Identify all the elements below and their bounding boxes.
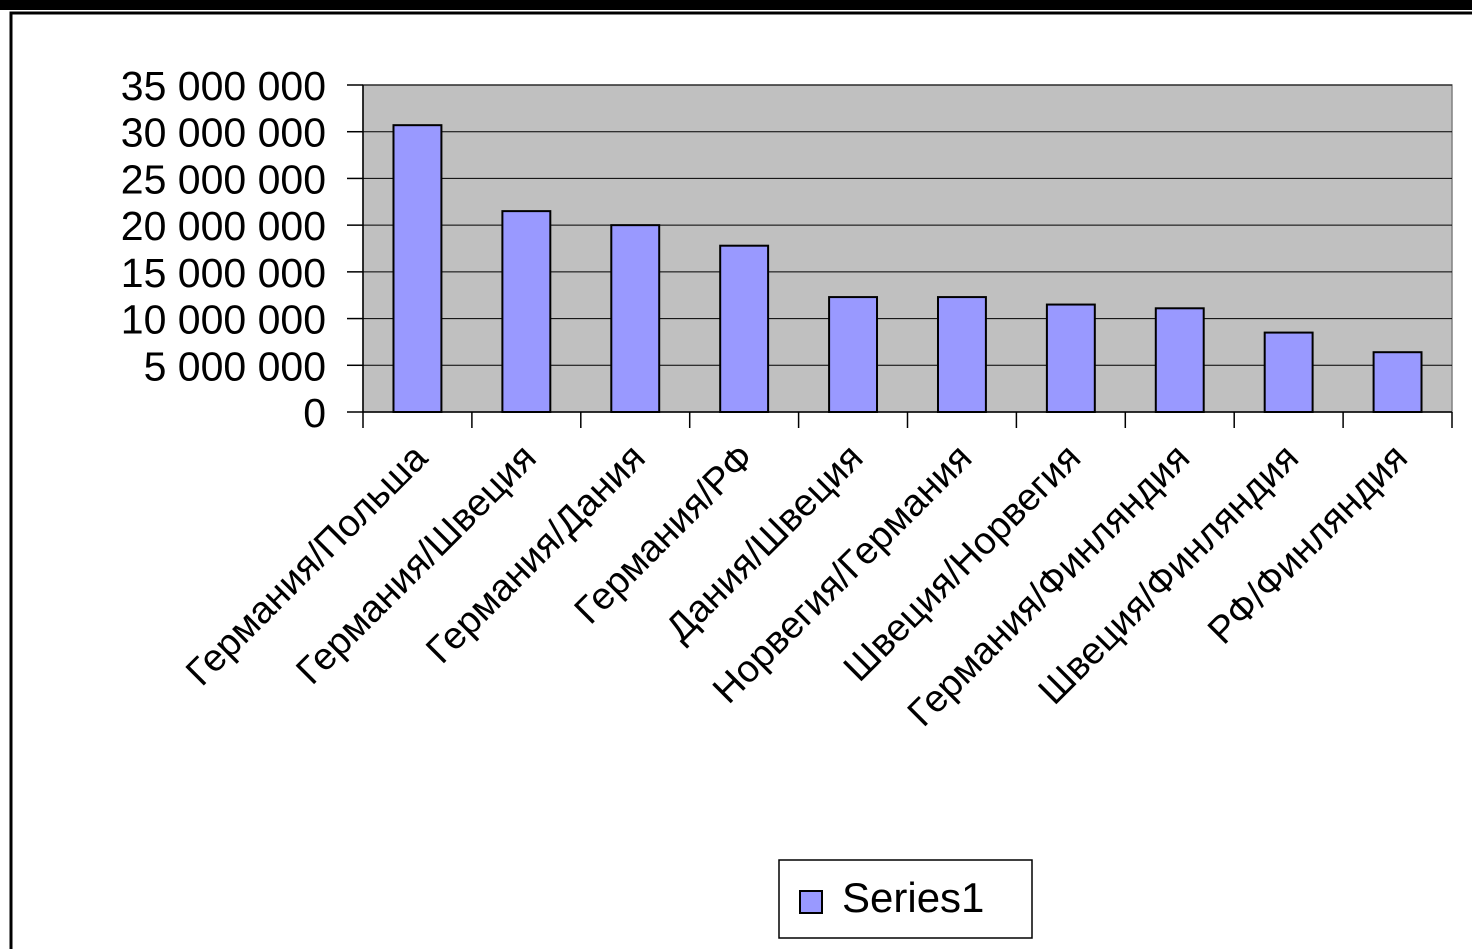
bar (1154, 307, 1205, 413)
bar (936, 296, 987, 413)
bar (1045, 303, 1096, 413)
bar (392, 124, 443, 413)
y-tick-label: 35 000 000 (121, 63, 326, 109)
y-tick-label: 25 000 000 (121, 156, 326, 202)
bar (610, 224, 661, 413)
legend-label: Series1 (842, 874, 984, 921)
bar (501, 210, 552, 413)
y-tick-label: 10 000 000 (121, 297, 326, 343)
legend: Series1 (778, 859, 1033, 939)
bar (828, 296, 879, 413)
y-tick-label: 20 000 000 (121, 203, 326, 249)
y-tick-label: 15 000 000 (121, 250, 326, 296)
bar (1372, 351, 1423, 414)
cropped-title-band (0, 0, 1472, 10)
bar (1263, 331, 1314, 414)
y-tick-label: 0 (303, 390, 326, 436)
bars (392, 124, 1423, 414)
legend-swatch (799, 890, 823, 914)
bar (719, 244, 770, 413)
y-tick-label: 5 000 000 (144, 343, 326, 389)
y-tick-label: 30 000 000 (121, 110, 326, 156)
